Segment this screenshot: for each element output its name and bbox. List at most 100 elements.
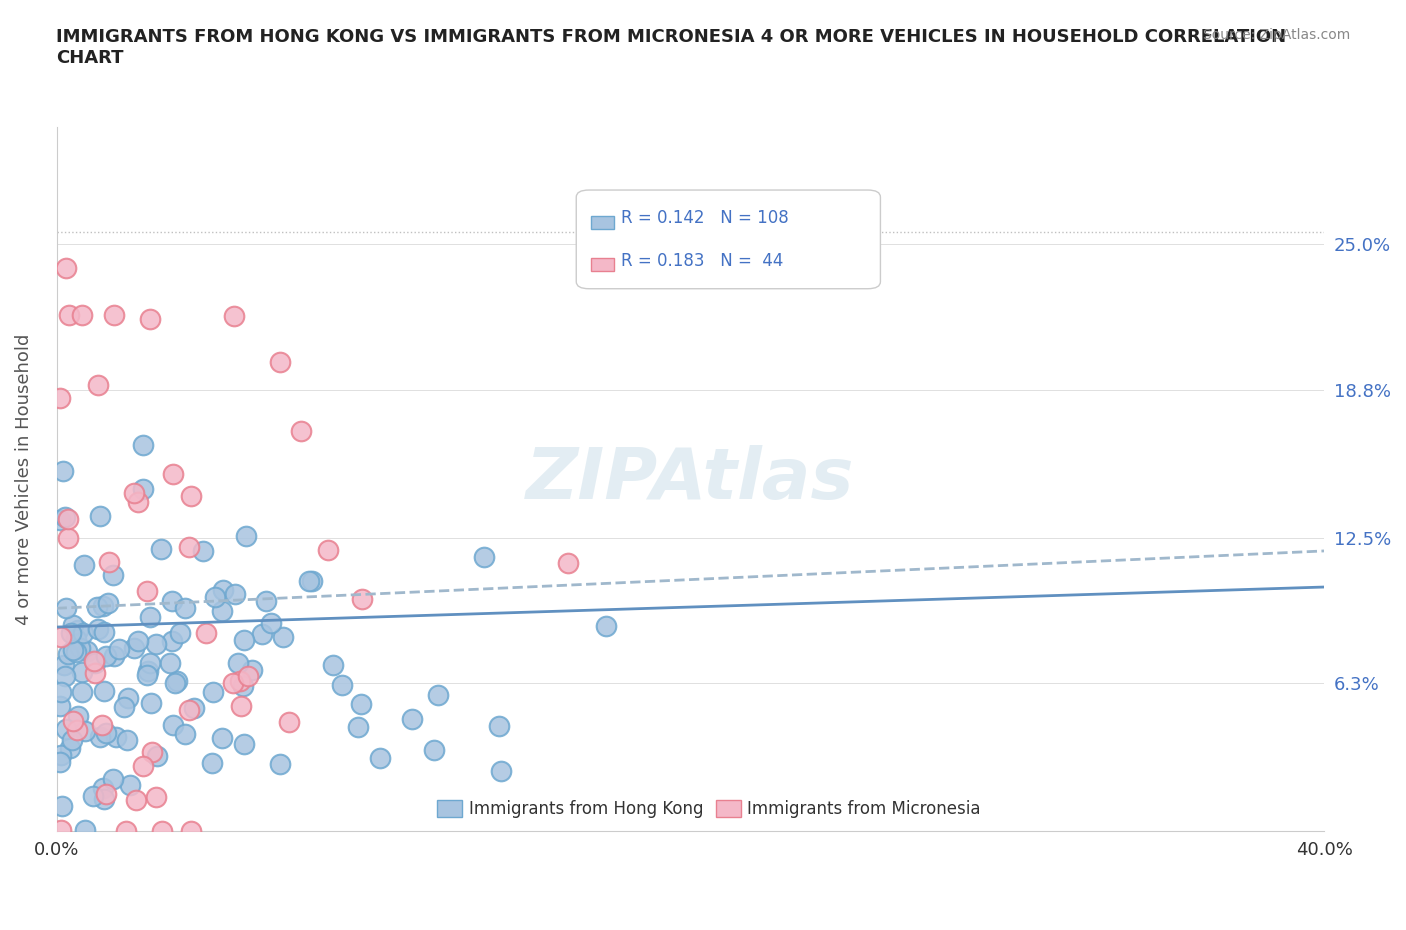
FancyBboxPatch shape xyxy=(437,800,463,817)
Point xyxy=(101,568,124,583)
Point xyxy=(269,756,291,771)
Point xyxy=(201,756,224,771)
Point xyxy=(73,724,96,738)
Point xyxy=(488,719,510,734)
Point xyxy=(232,737,254,751)
Point xyxy=(72,684,94,699)
Point xyxy=(177,539,200,554)
Point xyxy=(229,674,252,689)
Point xyxy=(55,601,77,616)
Point xyxy=(254,593,277,608)
Point xyxy=(83,656,105,671)
Point xyxy=(91,599,114,614)
Point xyxy=(70,664,93,679)
Text: IMMIGRANTS FROM HONG KONG VS IMMIGRANTS FROM MICRONESIA 4 OR MORE VEHICLES IN HO: IMMIGRANTS FROM HONG KONG VS IMMIGRANTS … xyxy=(56,28,1286,67)
Point xyxy=(73,822,96,837)
Point xyxy=(58,647,80,662)
Point xyxy=(91,780,114,795)
Point xyxy=(60,626,83,641)
Point xyxy=(422,742,444,757)
Point xyxy=(127,495,149,510)
Point xyxy=(55,260,77,275)
Point xyxy=(350,697,373,711)
Point xyxy=(204,590,226,604)
Point xyxy=(56,512,79,526)
FancyBboxPatch shape xyxy=(716,800,741,817)
Point xyxy=(66,723,89,737)
Point xyxy=(195,626,218,641)
Point xyxy=(183,700,205,715)
Point xyxy=(65,644,87,659)
Point xyxy=(62,618,84,632)
Point xyxy=(250,627,273,642)
Point xyxy=(59,740,82,755)
Point xyxy=(49,748,72,763)
Point xyxy=(160,593,183,608)
Point xyxy=(62,713,84,728)
Point xyxy=(150,541,173,556)
Point xyxy=(260,616,283,631)
Point xyxy=(70,307,93,322)
Point xyxy=(76,644,98,658)
Point xyxy=(49,822,72,837)
Point xyxy=(122,485,145,500)
Point xyxy=(211,731,233,746)
Point xyxy=(127,634,149,649)
Point xyxy=(347,720,370,735)
Point xyxy=(136,664,159,679)
Point xyxy=(93,684,115,698)
Point xyxy=(271,630,294,644)
Point xyxy=(290,423,312,438)
Point xyxy=(162,633,184,648)
Text: R = 0.142   N = 108: R = 0.142 N = 108 xyxy=(620,209,789,227)
Point xyxy=(93,625,115,640)
Point xyxy=(49,391,72,405)
Point xyxy=(139,312,162,326)
Point xyxy=(122,641,145,656)
Point xyxy=(67,709,90,724)
Point xyxy=(138,656,160,671)
Point xyxy=(49,754,72,769)
Point xyxy=(165,676,187,691)
Point xyxy=(117,733,139,748)
Point xyxy=(139,696,162,711)
Point xyxy=(162,467,184,482)
Point xyxy=(72,626,94,641)
Text: Immigrants from Hong Kong: Immigrants from Hong Kong xyxy=(468,800,703,817)
Point xyxy=(93,791,115,806)
FancyBboxPatch shape xyxy=(576,190,880,288)
Text: R = 0.183   N =  44: R = 0.183 N = 44 xyxy=(620,251,783,270)
Point xyxy=(472,550,495,565)
Point xyxy=(301,573,323,588)
Point xyxy=(159,656,181,671)
Point xyxy=(69,640,91,655)
Point xyxy=(73,557,96,572)
Point xyxy=(330,678,353,693)
Point xyxy=(177,703,200,718)
Point xyxy=(427,687,450,702)
Point xyxy=(60,733,83,748)
Point xyxy=(489,764,512,778)
Point xyxy=(97,554,120,569)
Point xyxy=(174,726,197,741)
Point xyxy=(211,604,233,618)
Point xyxy=(132,759,155,774)
FancyBboxPatch shape xyxy=(592,216,614,229)
Point xyxy=(595,618,617,633)
Point xyxy=(135,584,157,599)
Point xyxy=(173,601,195,616)
Point xyxy=(180,824,202,839)
Point xyxy=(55,722,77,737)
FancyBboxPatch shape xyxy=(592,259,614,272)
Point xyxy=(115,824,138,839)
Point xyxy=(229,699,252,714)
Point xyxy=(350,591,373,606)
Point xyxy=(82,789,104,804)
Point xyxy=(125,792,148,807)
Point xyxy=(232,678,254,693)
Point xyxy=(103,649,125,664)
Point xyxy=(65,632,87,647)
Y-axis label: 4 or more Vehicles in Household: 4 or more Vehicles in Household xyxy=(15,333,32,625)
Point xyxy=(101,772,124,787)
Point xyxy=(105,730,128,745)
